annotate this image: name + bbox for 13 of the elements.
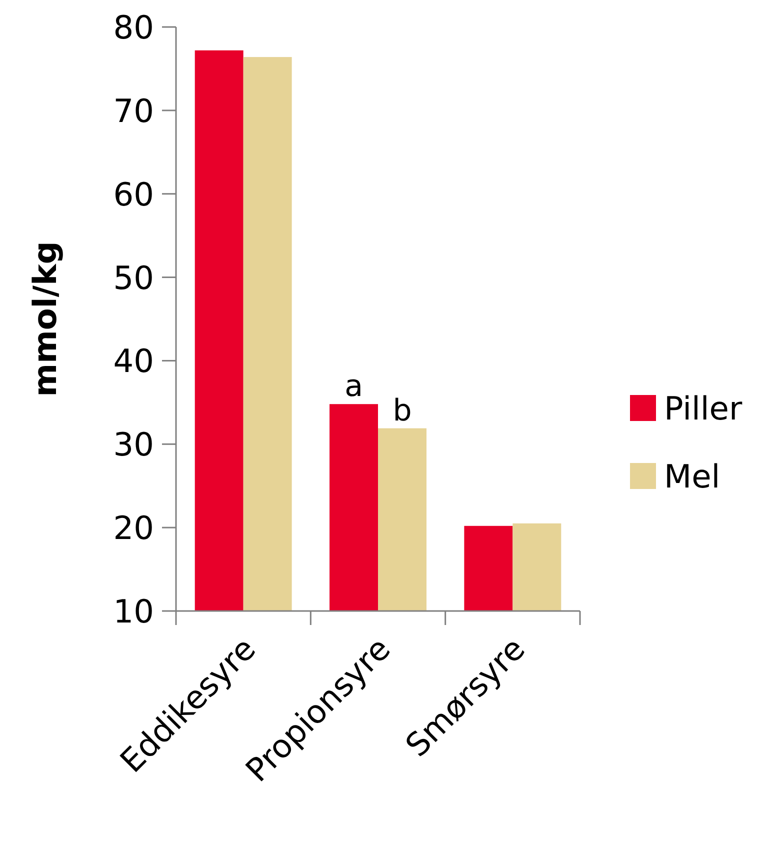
y-tick-label: 10: [113, 592, 154, 631]
y-tick-label: 70: [113, 92, 154, 130]
annotation: a: [344, 369, 363, 404]
y-tick-label: 80: [113, 8, 154, 47]
y-tick-label: 50: [113, 258, 154, 297]
annotation: b: [392, 393, 412, 428]
legend-label: Piller: [664, 390, 743, 428]
legend-label: Mel: [664, 458, 720, 496]
y-tick-label: 30: [113, 426, 154, 464]
y-tick-label: 20: [113, 509, 154, 548]
y-tick-label: 40: [113, 342, 154, 380]
y-axis-title: mmol/kg: [26, 241, 64, 397]
y-tick-label: 60: [113, 175, 154, 214]
